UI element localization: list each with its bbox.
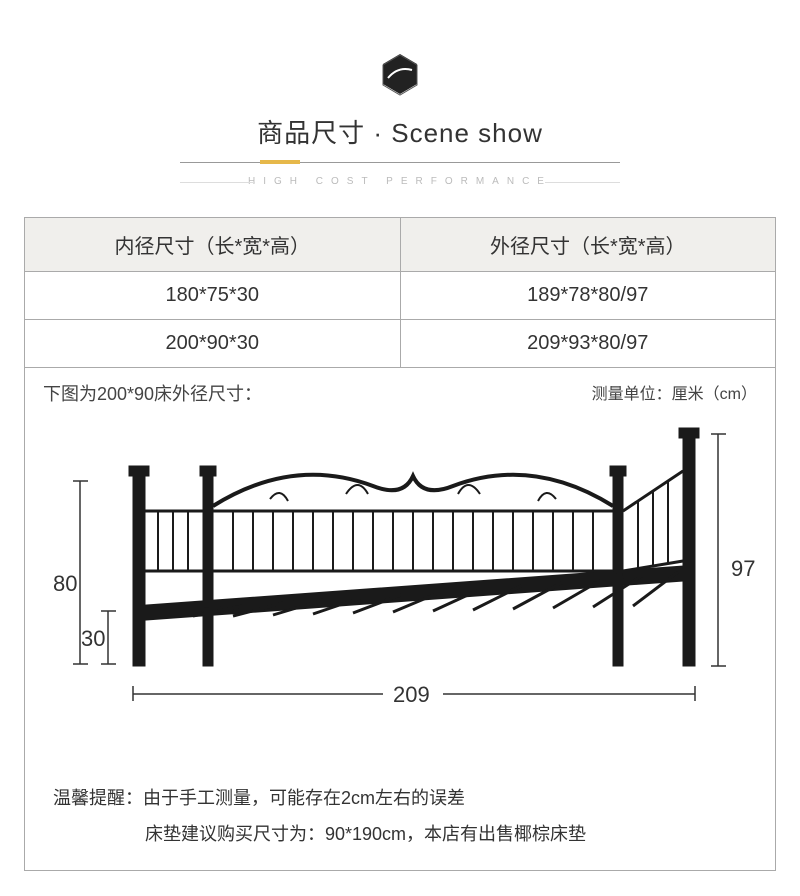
note-line-2: 床垫建议购买尺寸为：90*190cm，本店有出售椰棕床垫	[53, 816, 757, 852]
bed-diagram: 80 30	[43, 416, 757, 766]
header-outer: 外径尺寸（长*宽*高）	[400, 218, 776, 272]
dim-80: 80	[53, 571, 77, 596]
header-inner: 内径尺寸（长*宽*高）	[25, 218, 401, 272]
dim-30: 30	[81, 626, 105, 651]
cell: 189*78*80/97	[400, 272, 776, 320]
diagram-captions: 下图为200*90床外径尺寸： 测量单位：厘米（cm）	[43, 380, 757, 406]
note-line-1: 温馨提醒：由于手工测量，可能存在2cm左右的误差	[53, 780, 757, 816]
hex-logo-icon	[376, 50, 424, 103]
cell: 209*93*80/97	[400, 320, 776, 368]
note-label: 温馨提醒：	[53, 788, 143, 808]
header-section: 商品尺寸 · Scene show HIGH COST PERFORMANCE	[0, 0, 800, 187]
page-title: 商品尺寸 · Scene show	[0, 113, 800, 160]
title-cn: 商品尺寸	[257, 118, 365, 148]
title-en: Scene show	[391, 118, 543, 148]
notes: 温馨提醒：由于手工测量，可能存在2cm左右的误差 床垫建议购买尺寸为：90*19…	[43, 780, 757, 852]
title-underline	[180, 160, 620, 166]
size-table: 内径尺寸（长*宽*高） 外径尺寸（长*宽*高） 180*75*30 189*78…	[24, 217, 776, 368]
cell: 180*75*30	[25, 272, 401, 320]
title-sep: ·	[365, 118, 391, 148]
cell: 200*90*30	[25, 320, 401, 368]
dim-97: 97	[731, 556, 755, 581]
diagram-container: 下图为200*90床外径尺寸： 测量单位：厘米（cm） 80 30	[24, 368, 776, 871]
subtitle: HIGH COST PERFORMANCE	[180, 176, 620, 187]
table-row: 180*75*30 189*78*80/97	[25, 272, 776, 320]
note-text-1: 由于手工测量，可能存在2cm左右的误差	[143, 788, 465, 808]
table-row: 200*90*30 209*93*80/97	[25, 320, 776, 368]
table-header-row: 内径尺寸（长*宽*高） 外径尺寸（长*宽*高）	[25, 218, 776, 272]
diagram-caption-right: 测量单位：厘米（cm）	[592, 380, 757, 406]
dim-209: 209	[393, 682, 430, 707]
diagram-caption-left: 下图为200*90床外径尺寸：	[43, 380, 262, 406]
